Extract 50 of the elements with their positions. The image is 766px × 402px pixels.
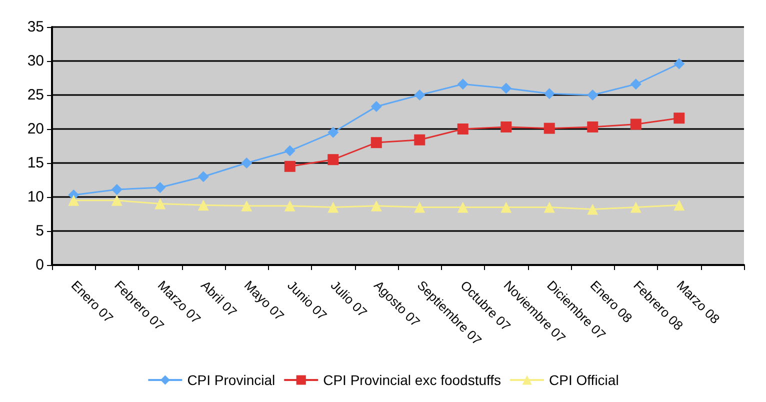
point [587,121,598,132]
point [154,198,166,210]
y-tick-label: 25 [27,86,44,104]
point [414,90,426,100]
point [544,202,555,213]
point [328,126,339,138]
point [414,202,426,213]
point [284,160,296,172]
y-tick-label: 15 [27,154,44,172]
point [630,118,642,130]
point [370,137,382,148]
point [544,88,555,100]
legend-label: CPI Provincial [187,372,276,388]
point [500,82,512,94]
legend-label: CPI Official [549,372,619,388]
point [457,202,468,213]
point [414,134,426,146]
point [154,182,166,193]
point [630,78,642,90]
point [370,101,382,112]
point [284,200,296,212]
legend-label: CPI Provincial exc foodstuffs [323,372,502,388]
point [587,90,598,100]
point [284,145,296,156]
point [111,194,122,206]
point [674,58,685,70]
point [500,202,512,213]
point [198,200,209,211]
y-tick-label: 35 [27,18,44,36]
y-tick-label: 0 [36,256,44,274]
point [111,184,122,196]
point [674,200,685,211]
point [674,112,685,124]
y-tick-label: 5 [36,222,44,240]
point [328,154,339,166]
point [328,202,339,213]
point [457,78,468,90]
point [544,122,555,134]
y-tick-label: 30 [27,52,44,70]
point [370,200,382,212]
point [587,204,598,215]
point [198,171,209,182]
y-tick-label: 10 [27,188,44,206]
point [68,194,80,206]
y-tick-label: 20 [27,120,44,138]
point [630,202,642,213]
point [457,124,468,134]
point [241,200,252,212]
point [500,121,512,132]
point [241,158,252,168]
